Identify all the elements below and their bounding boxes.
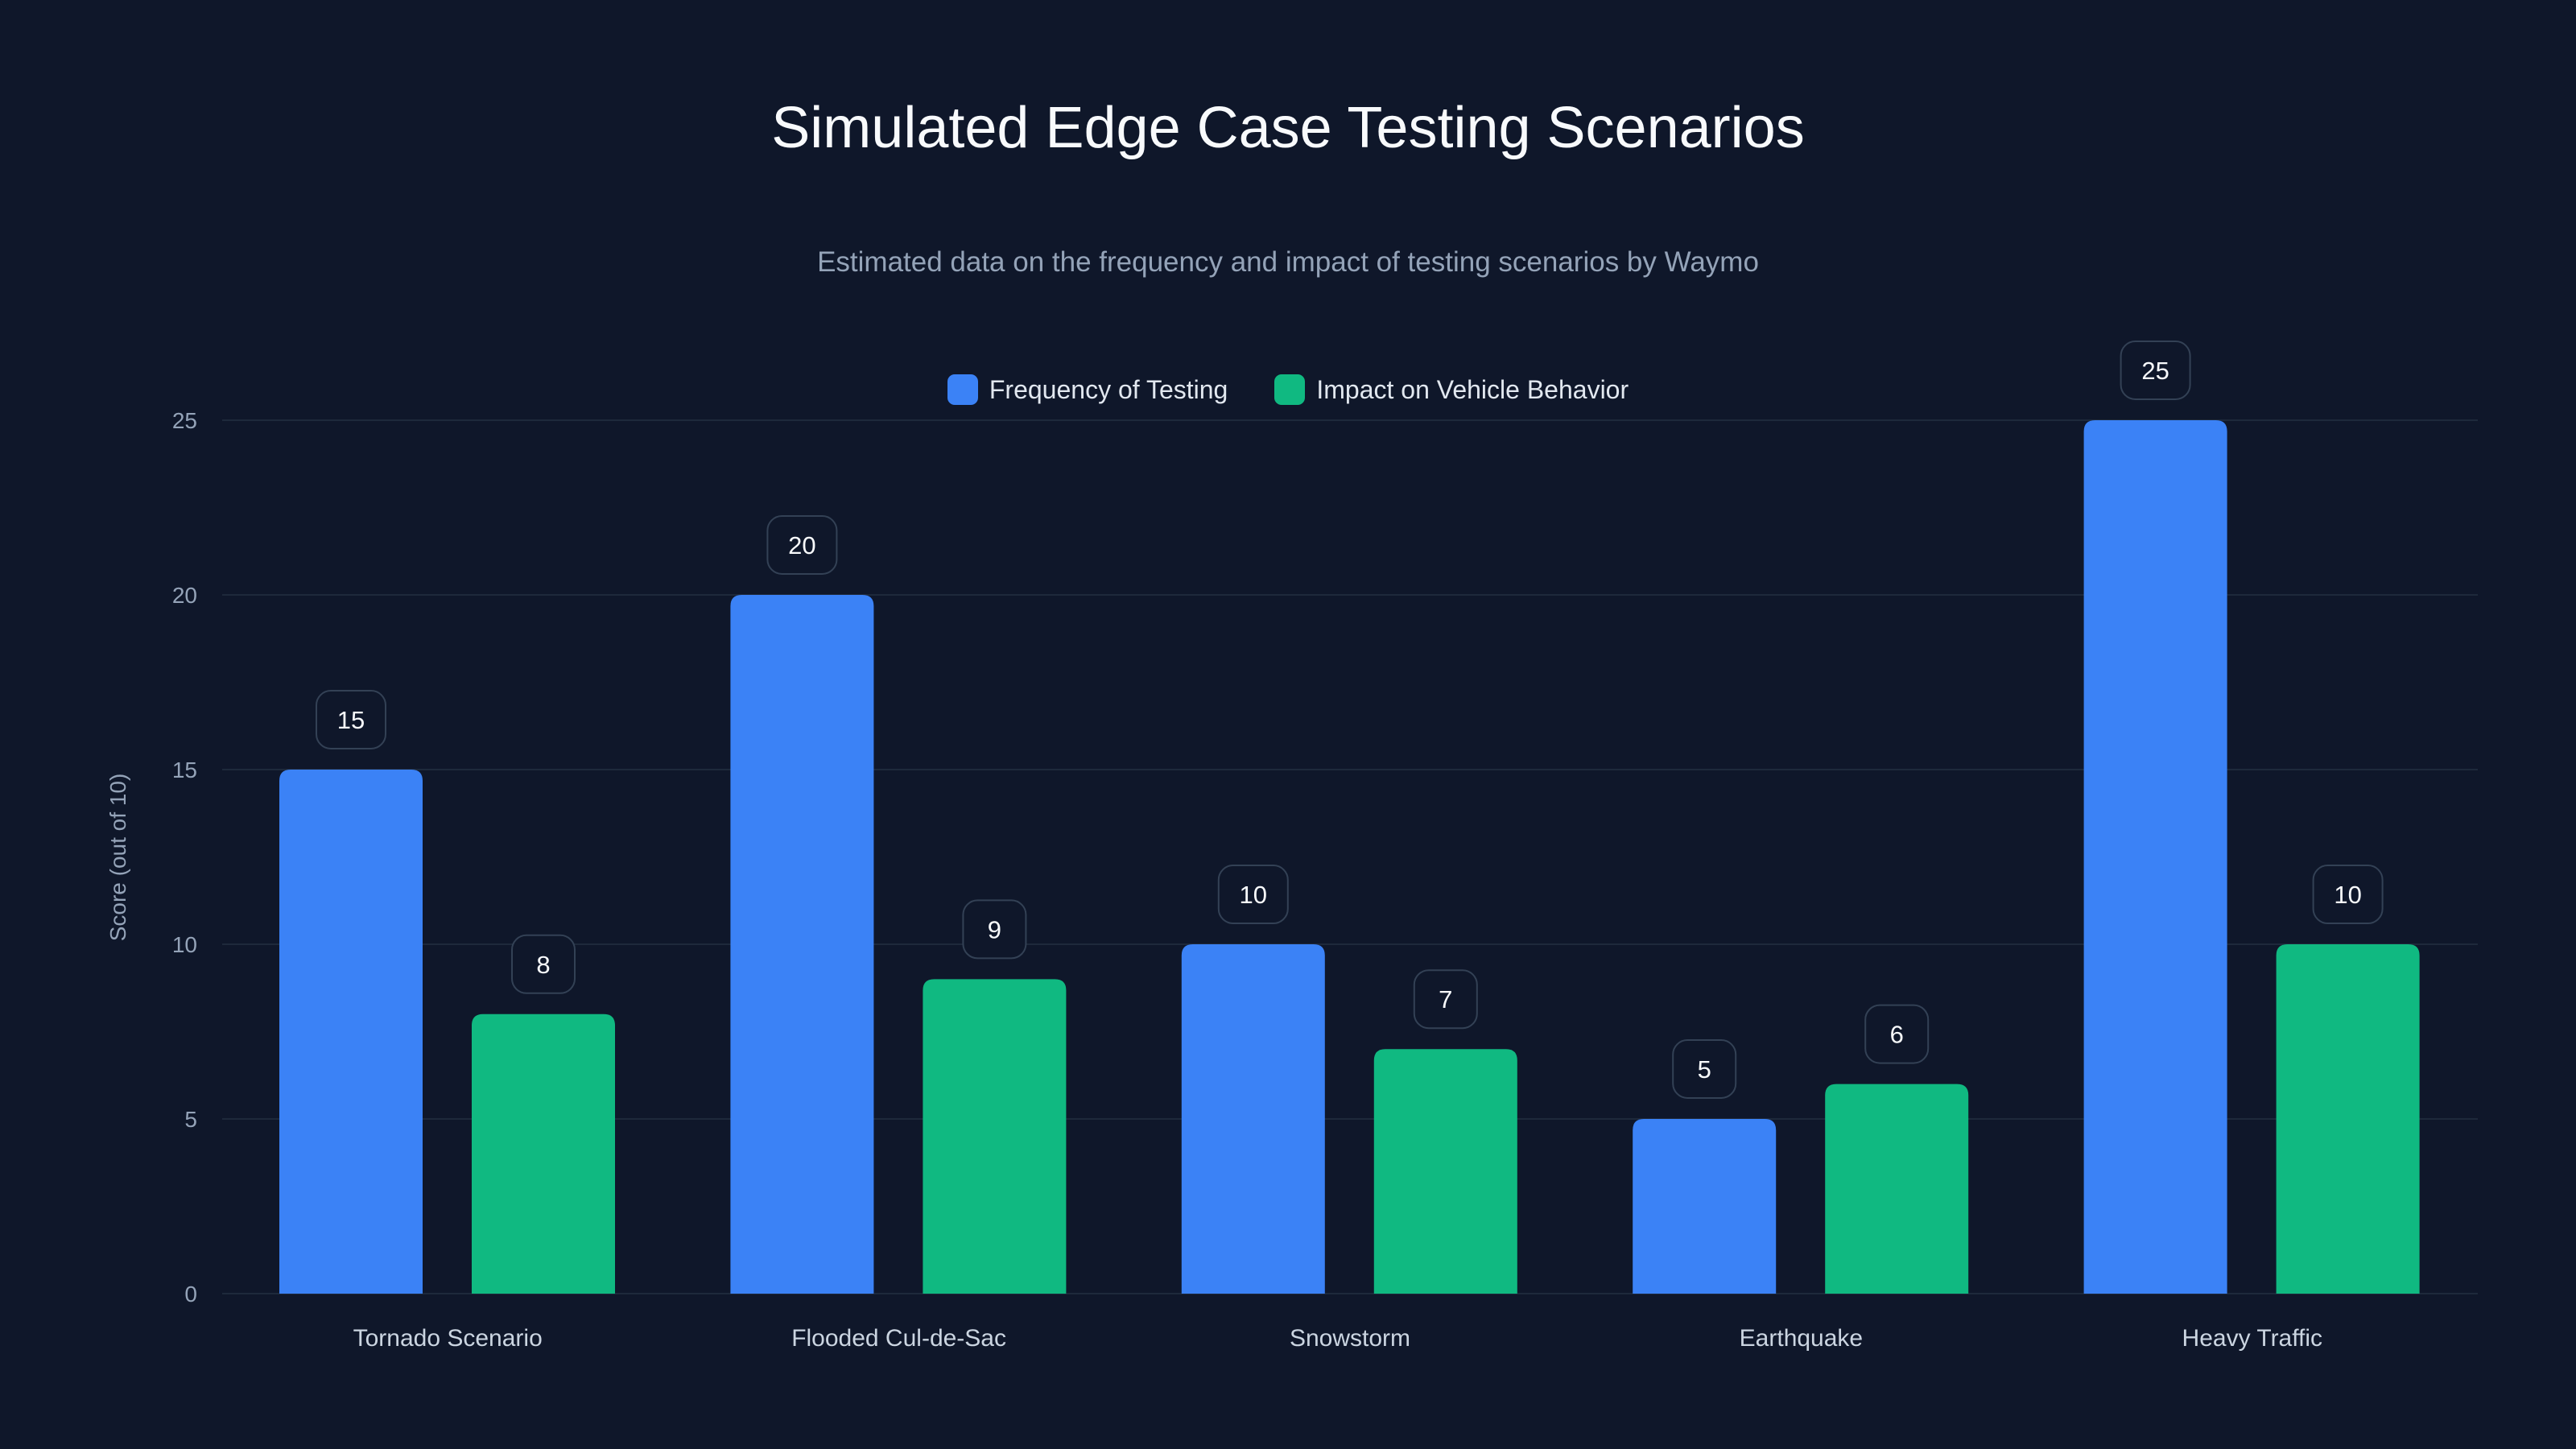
x-tick-label: Tornado Scenario <box>353 1325 543 1352</box>
data-label-box <box>511 934 576 994</box>
y-tick-label: 10 <box>172 932 197 957</box>
legend-swatch-impact <box>1274 374 1306 405</box>
data-label-box <box>1413 969 1478 1030</box>
legend-item-impact[interactable]: Impact on Vehicle Behavior <box>1274 374 1629 405</box>
y-tick-label: 20 <box>172 583 197 608</box>
bar-frequency <box>730 595 874 1294</box>
x-tick-label: Heavy Traffic <box>2182 1325 2323 1352</box>
y-axis-label: Score (out of 10) <box>105 774 130 942</box>
data-label-box <box>2312 865 2384 924</box>
x-tick-label: Snowstorm <box>1290 1325 1410 1352</box>
legend-item-frequency[interactable]: Frequency of Testing <box>947 374 1228 405</box>
bar-impact <box>2276 944 2420 1294</box>
bar-impact <box>1373 1049 1517 1294</box>
data-label-box <box>1672 1039 1737 1099</box>
chart-title: Simulated Edge Case Testing Scenarios <box>771 96 1805 160</box>
data-label: 5 <box>1698 1055 1711 1084</box>
bar-frequency <box>279 770 423 1294</box>
data-label-box <box>316 690 386 749</box>
data-label: 7 <box>1439 985 1452 1013</box>
legend: Frequency of Testing Impact on Vehicle B… <box>0 374 2576 405</box>
legend-swatch-frequency <box>947 374 978 405</box>
data-label: 25 <box>2141 357 2169 385</box>
data-label: 10 <box>1240 881 1267 909</box>
bar-impact <box>1825 1084 1969 1294</box>
data-label: 8 <box>536 951 550 979</box>
legend-label: Impact on Vehicle Behavior <box>1316 374 1629 404</box>
data-label-box <box>962 899 1027 960</box>
x-tick-label: Earthquake <box>1740 1325 1863 1352</box>
data-label-box <box>2120 341 2191 400</box>
legend-label: Frequency of Testing <box>989 374 1228 404</box>
x-tick-label: Flooded Cul-de-Sac <box>791 1325 1006 1352</box>
bar-frequency <box>2083 420 2227 1294</box>
y-tick-label: 5 <box>184 1107 197 1132</box>
chart-subtitle: Estimated data on the frequency and impa… <box>817 246 1759 278</box>
bar-impact <box>472 1013 615 1294</box>
data-label: 15 <box>337 706 365 734</box>
data-label-box <box>766 515 838 575</box>
data-label: 6 <box>1890 1021 1904 1049</box>
data-label-box <box>1864 1004 1930 1064</box>
y-tick-label: 0 <box>184 1282 197 1307</box>
data-label: 10 <box>2334 881 2361 909</box>
data-label-box <box>1217 865 1289 924</box>
y-tick-label: 25 <box>172 408 197 433</box>
bar-frequency <box>1633 1119 1777 1294</box>
data-label: 9 <box>988 915 1001 943</box>
y-tick-label: 15 <box>172 758 197 782</box>
bar-impact <box>923 979 1067 1294</box>
data-label: 20 <box>788 531 815 559</box>
bar-frequency <box>1181 944 1325 1294</box>
